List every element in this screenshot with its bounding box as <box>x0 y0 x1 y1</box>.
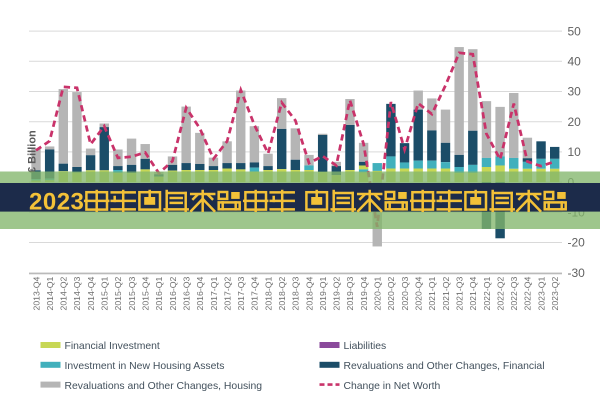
svg-text:2014-Q4: 2014-Q4 <box>86 277 96 311</box>
svg-text:2023-Q2: 2023-Q2 <box>550 277 560 311</box>
svg-text:2022-Q2: 2022-Q2 <box>495 277 505 311</box>
svg-text:2014-Q3: 2014-Q3 <box>72 277 82 311</box>
svg-text:20: 20 <box>568 115 582 129</box>
svg-text:2019-Q3: 2019-Q3 <box>345 277 355 311</box>
svg-text:10: 10 <box>568 145 582 159</box>
svg-text:Financial Investment: Financial Investment <box>65 341 160 352</box>
svg-text:2016-Q4: 2016-Q4 <box>195 277 205 311</box>
svg-text:2018-Q1: 2018-Q1 <box>263 277 273 311</box>
svg-text:2013-Q4: 2013-Q4 <box>31 277 41 311</box>
svg-text:-30: -30 <box>568 266 586 280</box>
svg-text:2021-Q4: 2021-Q4 <box>468 277 478 311</box>
svg-text:2021-Q3: 2021-Q3 <box>455 277 465 311</box>
svg-text:2020-Q4: 2020-Q4 <box>414 277 424 311</box>
svg-text:2015-Q2: 2015-Q2 <box>113 277 123 311</box>
svg-text:2016-Q3: 2016-Q3 <box>182 277 192 311</box>
svg-text:2016-Q1: 2016-Q1 <box>154 277 164 311</box>
svg-text:2015-Q4: 2015-Q4 <box>141 277 151 311</box>
svg-text:€ Billion: € Billion <box>27 130 39 173</box>
svg-text:2017-Q1: 2017-Q1 <box>209 277 219 311</box>
svg-text:2019-Q2: 2019-Q2 <box>332 277 342 311</box>
svg-text:2020-Q3: 2020-Q3 <box>400 277 410 311</box>
svg-text:Change in Net Worth: Change in Net Worth <box>344 381 441 392</box>
svg-text:2017-Q3: 2017-Q3 <box>236 277 246 311</box>
svg-text:2018-Q2: 2018-Q2 <box>277 277 287 311</box>
svg-text:30: 30 <box>568 85 582 99</box>
svg-text:2022-Q4: 2022-Q4 <box>523 277 533 311</box>
svg-text:2017-Q2: 2017-Q2 <box>222 277 232 311</box>
svg-text:Liabilities: Liabilities <box>344 341 387 352</box>
svg-text:2020-Q1: 2020-Q1 <box>373 277 383 311</box>
svg-text:40: 40 <box>568 55 582 69</box>
svg-text:2017-Q4: 2017-Q4 <box>250 277 260 311</box>
svg-text:2019-Q1: 2019-Q1 <box>318 277 328 311</box>
svg-text:2018-Q4: 2018-Q4 <box>304 277 314 311</box>
svg-text:2015-Q1: 2015-Q1 <box>100 277 110 311</box>
svg-text:Investment in New Housing Asse: Investment in New Housing Assets <box>65 361 225 372</box>
svg-text:2022-Q1: 2022-Q1 <box>482 277 492 311</box>
svg-text:2016-Q2: 2016-Q2 <box>168 277 178 311</box>
svg-text:2023-Q1: 2023-Q1 <box>536 277 546 311</box>
svg-text:50: 50 <box>568 24 582 38</box>
svg-text:2018-Q3: 2018-Q3 <box>291 277 301 311</box>
svg-text:2014-Q2: 2014-Q2 <box>59 277 69 311</box>
svg-text:2022-Q3: 2022-Q3 <box>509 277 519 311</box>
svg-text:2015-Q3: 2015-Q3 <box>127 277 137 311</box>
svg-text:2020-Q2: 2020-Q2 <box>386 277 396 311</box>
svg-text:Revaluations and Other Changes: Revaluations and Other Changes, Housing <box>65 381 263 392</box>
svg-text:2014-Q1: 2014-Q1 <box>45 277 55 311</box>
svg-text:2021-Q2: 2021-Q2 <box>441 277 451 311</box>
svg-text:2019-Q4: 2019-Q4 <box>359 277 369 311</box>
svg-text:2023: 2023 <box>29 189 84 216</box>
svg-text:-20: -20 <box>568 236 586 250</box>
svg-text:2021-Q1: 2021-Q1 <box>427 277 437 311</box>
svg-text:Revaluations and Other Changes: Revaluations and Other Changes, Financia… <box>344 361 545 372</box>
